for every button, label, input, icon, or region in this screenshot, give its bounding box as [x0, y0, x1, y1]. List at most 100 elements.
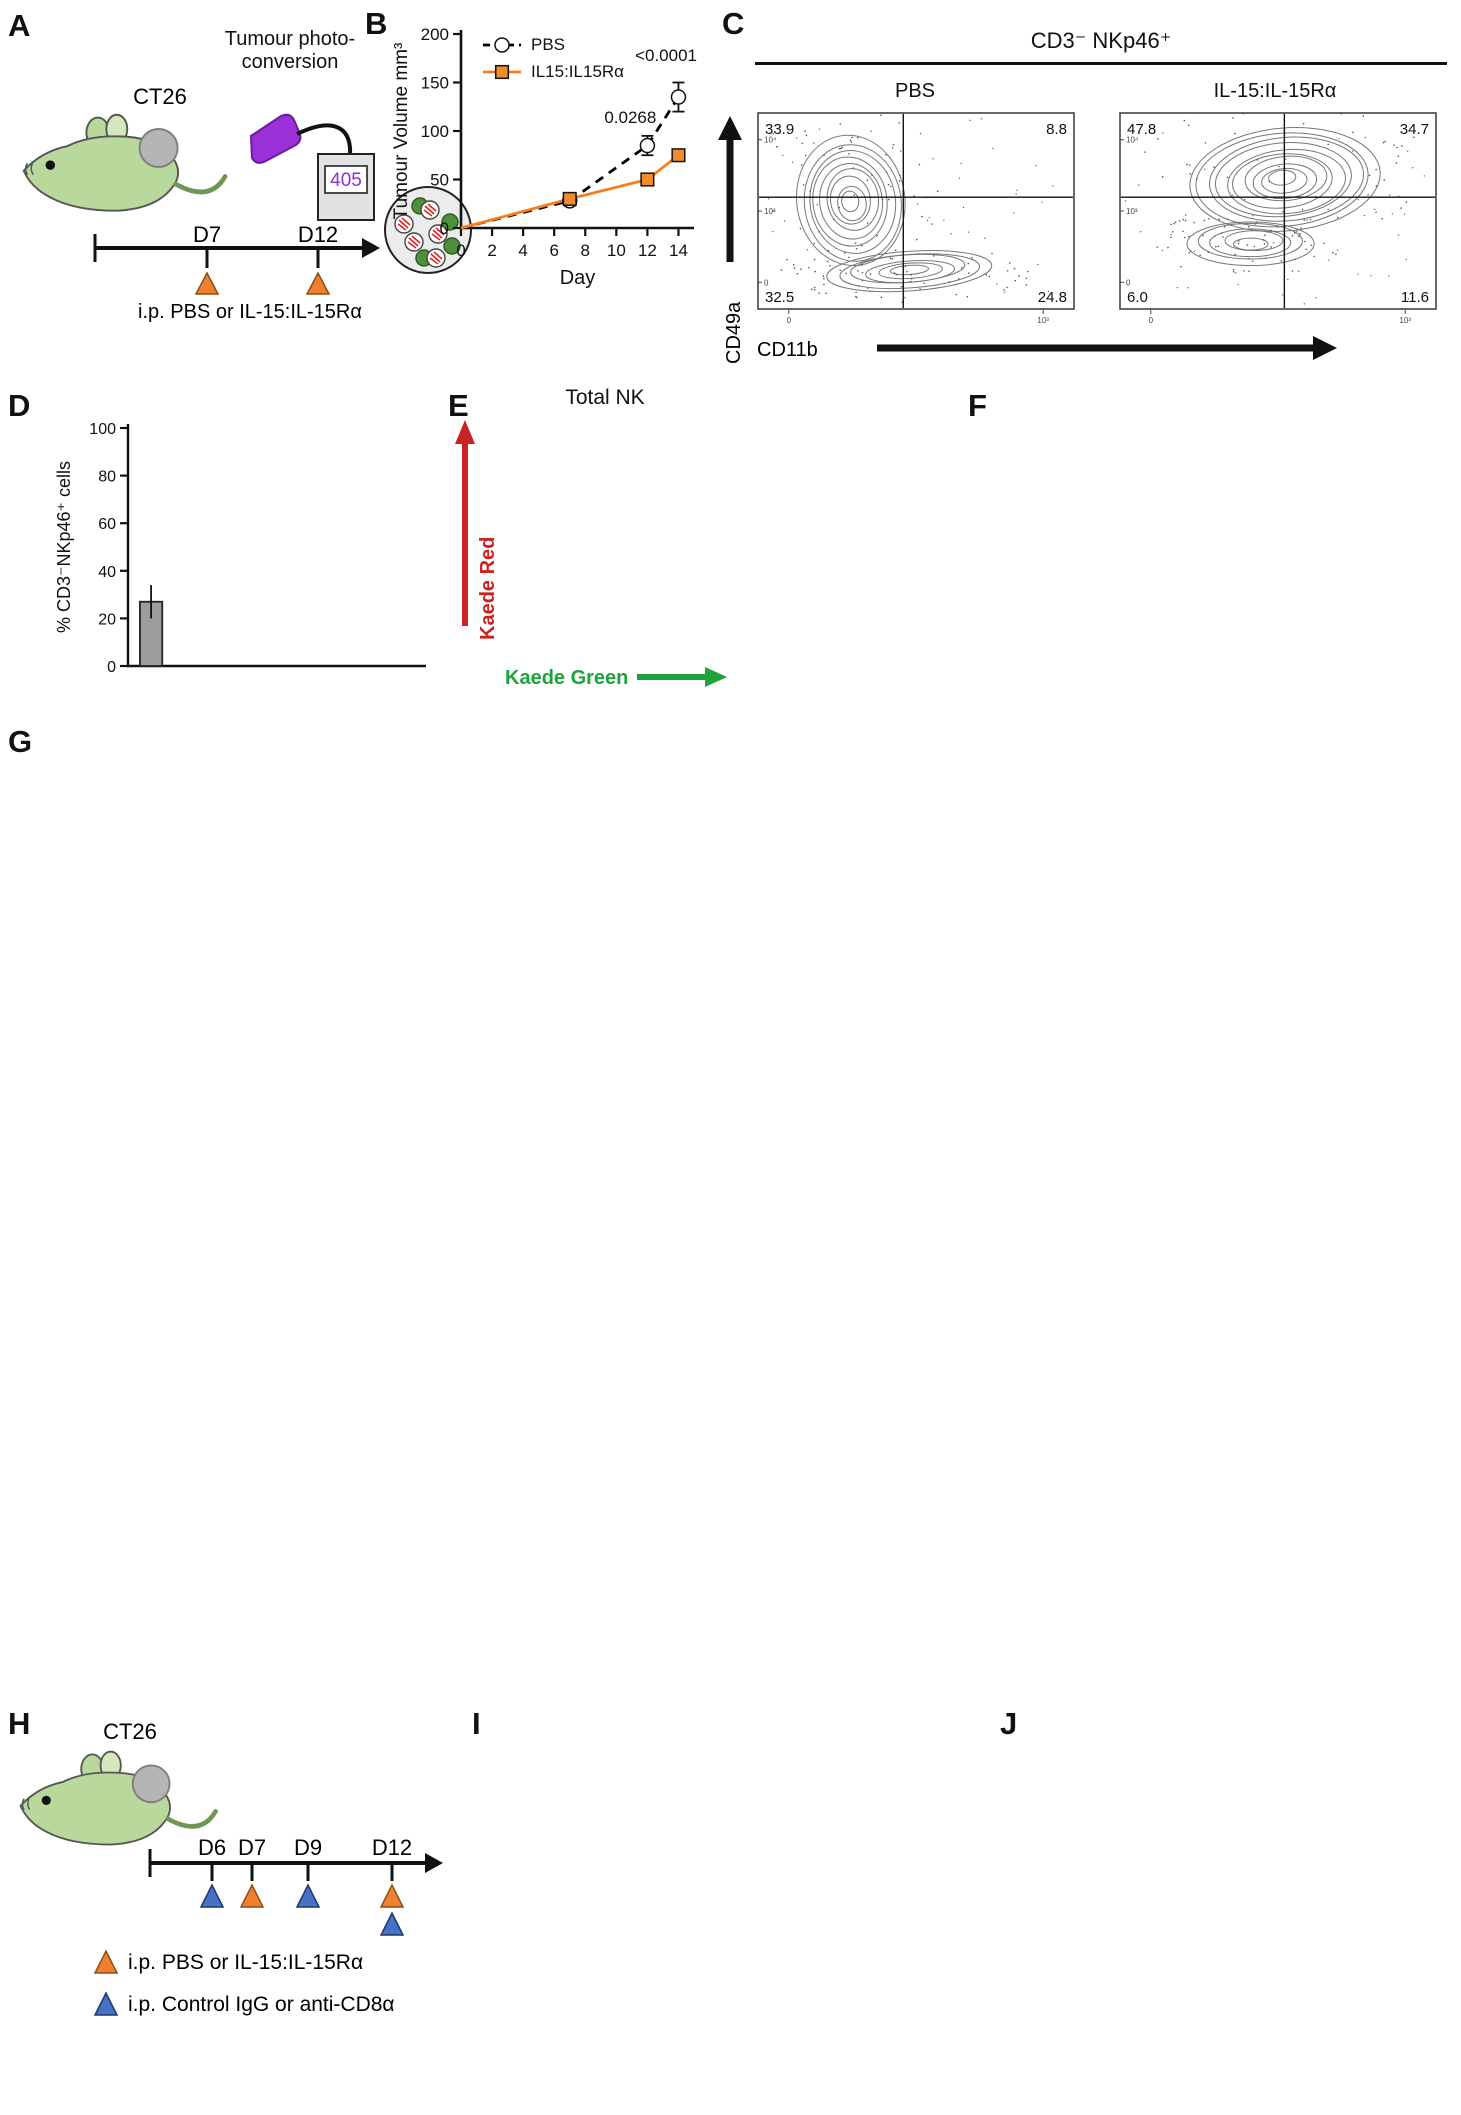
up-arrow-icon	[718, 116, 742, 140]
svg-text:10³: 10³	[1399, 316, 1411, 325]
svg-text:200: 200	[421, 25, 449, 44]
orange-triangle-d7	[194, 271, 220, 295]
svg-text:IL15:IL15Rα: IL15:IL15Rα	[531, 62, 624, 81]
kaede-flow-plot	[505, 412, 705, 658]
timeline-a-d12: D12	[298, 222, 338, 247]
tumour-blob	[138, 128, 179, 168]
svg-text:20: 20	[98, 611, 116, 628]
blue-triangle-d9	[295, 1883, 321, 1908]
svg-text:4: 4	[518, 241, 527, 260]
perforin-mfi-chart	[1126, 1070, 1460, 1388]
svg-text:34.7: 34.7	[1400, 121, 1429, 138]
granzyme-a-mfi-chart	[398, 746, 730, 1064]
panel-a-scene: CT26 405	[22, 84, 472, 323]
svg-text:0.0268: 0.0268	[604, 108, 656, 127]
right-arrow-icon	[1313, 336, 1337, 360]
timeline-h: D6 D7 D9 D12	[148, 1835, 443, 1936]
svg-text:Day: Day	[560, 267, 596, 289]
panel-c-y-axis: CD49a	[718, 116, 745, 364]
svg-text:6: 6	[549, 241, 558, 260]
orange-triangle-d12h	[379, 1883, 405, 1908]
orange-triangle-d12	[305, 271, 331, 295]
svg-text:100: 100	[421, 122, 449, 141]
svg-text:PBS: PBS	[531, 35, 565, 54]
panel-c-ylabel: CD49a	[723, 301, 745, 364]
svg-text:0: 0	[1149, 316, 1154, 325]
panel-h-scene: CT26 D6 D7 D9 D12	[19, 1719, 443, 2016]
mouse-illustration-h	[19, 1750, 218, 1846]
green-right-arrow-icon	[705, 667, 727, 687]
flow-plot-il15: 47.8 34.7 6.0 11.6 10⁴ 10³ 0 0 10³	[1119, 112, 1437, 326]
svg-text:100: 100	[89, 421, 116, 438]
svg-text:0: 0	[764, 278, 769, 287]
svg-text:12: 12	[638, 241, 657, 260]
panel-b-label: B	[365, 6, 388, 41]
mouse-tail	[173, 174, 228, 195]
laser-device: 405	[249, 113, 375, 221]
perforin-histograms	[792, 1080, 1124, 1382]
panel-a-label: A	[8, 8, 31, 43]
granzyme-b-histograms	[792, 756, 1124, 1058]
svg-text:33.9: 33.9	[765, 121, 794, 138]
svg-text:40: 40	[98, 564, 116, 581]
svg-text:0: 0	[787, 316, 792, 325]
red-up-arrow-icon	[455, 420, 475, 444]
kaede-green-axis: Kaede Green	[505, 667, 727, 689]
panel-c-x-axis: CD11b	[757, 336, 1337, 361]
kaede-red-label: Kaede Red	[477, 537, 499, 640]
timeline-a-d7: D7	[193, 222, 221, 247]
kaede-green-label: Kaede Green	[505, 667, 628, 689]
panel-d-label: D	[8, 388, 31, 423]
svg-text:60: 60	[98, 516, 116, 533]
kaede-green-bar-chart	[728, 396, 966, 738]
svg-text:Tumour Volume mm³: Tumour Volume mm³	[391, 43, 412, 220]
panel-a-caption: i.p. PBS or IL-15:IL-15Rα	[138, 301, 362, 323]
timeline-h-d7: D7	[238, 1835, 266, 1860]
svg-text:2: 2	[487, 241, 496, 260]
svg-text:50: 50	[430, 171, 449, 190]
tumour-volume-chart-b: 0 50 100 150 200 0 2 4 6 8 10 12 14 Day Tumour Volume …	[375, 20, 710, 292]
svg-text:14: 14	[669, 241, 688, 260]
timeline-h-d6: D6	[198, 1835, 226, 1860]
svg-text:10³: 10³	[764, 207, 776, 216]
orange-triangle-legend-icon	[93, 1949, 119, 1974]
svg-text:47.8: 47.8	[1127, 121, 1156, 138]
nk-subset-frequency-chart-d: 0 20 40 60 80 100 % CD3⁻NKp46⁺ cells	[38, 398, 436, 732]
svg-text:0: 0	[456, 241, 465, 260]
panel-e-label: E	[448, 388, 469, 423]
tumour-volume-chart-i	[468, 1712, 980, 2074]
svg-text:0: 0	[107, 659, 116, 676]
granzyme-c-mfi-chart	[398, 1070, 730, 1388]
svg-text:10³: 10³	[1126, 207, 1138, 216]
photo-conversion-label-line2: conversion	[241, 51, 339, 73]
mouse-illustration	[22, 113, 228, 212]
panel-c-col-pbs: PBS	[894, 80, 936, 102]
svg-text:10³: 10³	[1037, 316, 1049, 325]
svg-text:10⁴: 10⁴	[764, 136, 777, 145]
blue-triangle-legend-icon	[93, 1991, 119, 2016]
svg-text:8: 8	[581, 241, 590, 260]
panel-g-label: G	[8, 724, 33, 759]
ccl5-histograms	[60, 1400, 392, 1702]
svg-text:10: 10	[607, 241, 626, 260]
kaede-red-cells	[394, 200, 448, 268]
granzyme-c-histograms	[60, 1080, 392, 1382]
mouse-eye	[45, 160, 56, 170]
blue-triangle-d6	[199, 1883, 225, 1908]
panel-c-xlabel: CD11b	[757, 339, 818, 361]
panel-c-label: C	[722, 6, 745, 41]
svg-text:11.6: 11.6	[1401, 289, 1429, 306]
laser-405-label: 405	[330, 170, 362, 191]
svg-text:6.0: 6.0	[1127, 289, 1148, 306]
ct26-label-h: CT26	[103, 1719, 157, 1744]
svg-text:8.8: 8.8	[1046, 121, 1067, 138]
ct26-label-a: CT26	[133, 84, 187, 109]
flow-plot-pbs: 33.9 8.8 32.5 24.8 10⁴ 10³ 0 0 10³	[757, 112, 1075, 326]
panel-c-col-il15: IL-15:IL-15Rα	[1213, 80, 1337, 102]
nkg2a-histograms	[792, 1400, 1124, 1702]
ccl5-mfi-chart	[398, 1392, 730, 1710]
granzyme-b-mfi-chart	[1126, 746, 1460, 1064]
panel-f-label: F	[968, 388, 987, 423]
svg-text:32.5: 32.5	[765, 289, 794, 306]
panel-e-title: Total NK	[565, 386, 645, 409]
